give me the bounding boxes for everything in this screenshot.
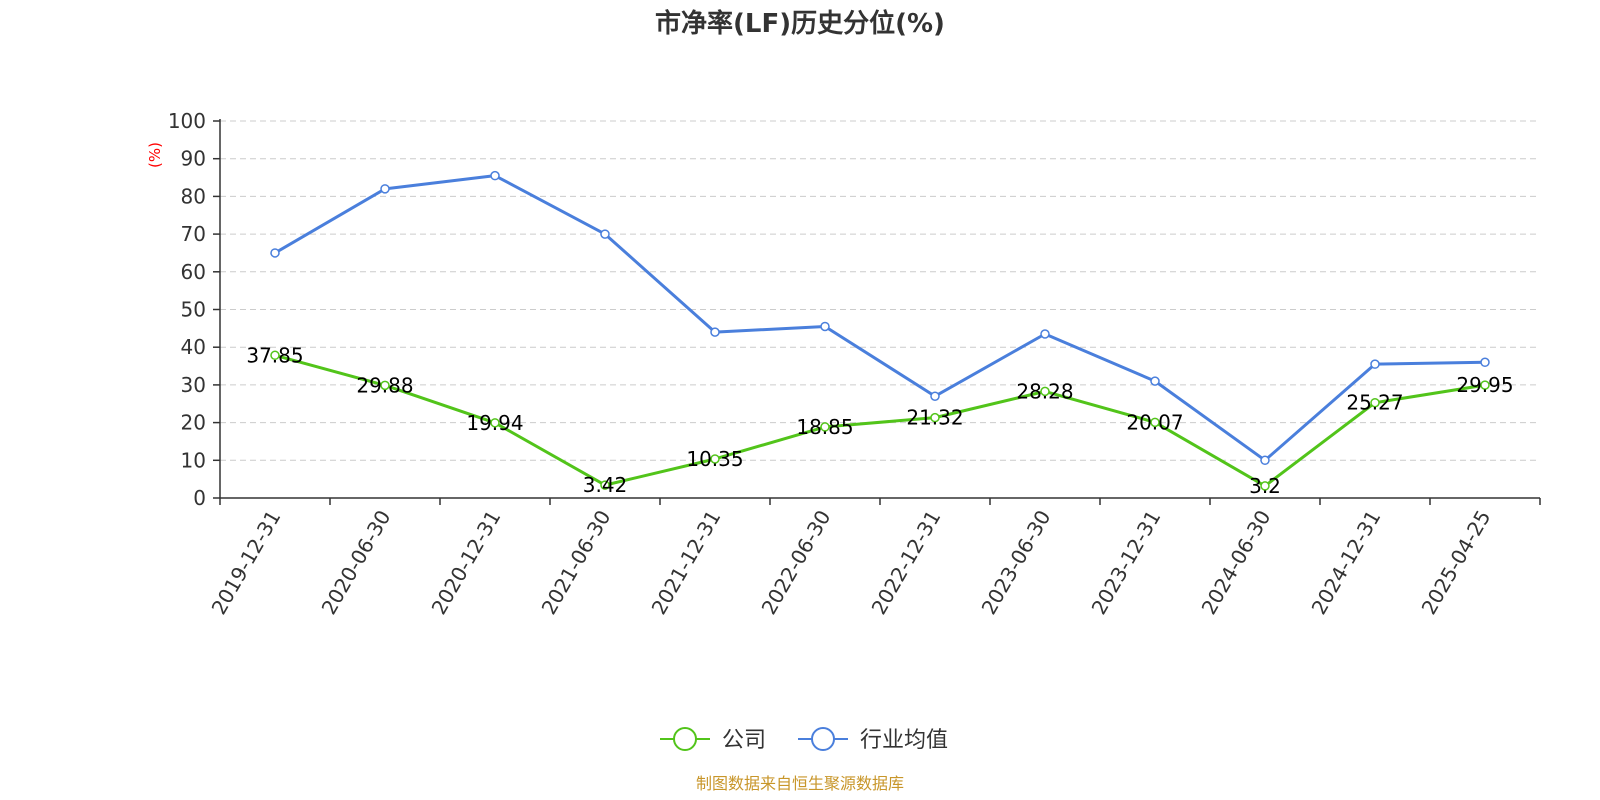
data-label: 18.85	[796, 415, 853, 439]
y-tick-label: 40	[181, 335, 206, 359]
data-label: 3.42	[583, 473, 628, 497]
data-label: 28.28	[1016, 379, 1073, 403]
legend-marker	[811, 727, 835, 751]
data-point[interactable]	[1260, 481, 1270, 491]
y-tick-label: 0	[193, 486, 206, 510]
data-point[interactable]	[380, 380, 390, 391]
y-tick-label: 20	[181, 411, 206, 435]
series-line	[274, 353, 1486, 488]
data-point[interactable]	[490, 418, 500, 428]
data-point[interactable]	[930, 412, 940, 423]
data-point[interactable]	[1150, 376, 1160, 386]
data-label: 25.27	[1346, 391, 1403, 415]
axes: 0 10 20 30 40 50 60 70 80 90 100 2019-12-31 2020-06-…	[168, 109, 1541, 619]
data-point[interactable]	[930, 391, 940, 401]
data-point[interactable]	[380, 184, 390, 194]
x-tick-label: 2020-12-31	[426, 506, 505, 619]
data-point[interactable]	[820, 321, 830, 332]
x-tick-label: 2022-12-31	[866, 506, 945, 619]
legend-marker	[673, 727, 697, 751]
legend-label: 公司	[722, 728, 766, 753]
x-tick-label: 2024-06-30	[1196, 506, 1275, 619]
data-point[interactable]	[1040, 329, 1050, 339]
data-point[interactable]	[1260, 455, 1270, 466]
data-label: 29.95	[1456, 373, 1513, 397]
x-tick-label: 2022-06-30	[756, 506, 835, 619]
data-label: 29.88	[356, 373, 413, 397]
data-label: 21.32	[906, 406, 963, 430]
data-labels: 37.85 29.88 19.94 3.42 10.35 18.85 21.32 28.28 2…	[246, 343, 1513, 498]
data-point[interactable]	[1040, 386, 1050, 397]
y-tick-label: 50	[181, 298, 206, 322]
chart-title: 市净率(LF)历史分位(%)	[655, 8, 945, 39]
data-label: 10.35	[686, 447, 743, 471]
x-tick-label: 2019-12-31	[206, 506, 285, 619]
grid-lines	[220, 120, 1540, 461]
y-tick-label: 60	[181, 260, 206, 284]
legend[interactable]: 公司 行业均值	[660, 727, 948, 753]
y-tick-label: 70	[181, 222, 206, 246]
y-axis-label: (%)	[146, 142, 164, 168]
data-point[interactable]	[1370, 359, 1380, 369]
y-tick-label: 10	[181, 448, 206, 472]
data-point[interactable]	[1370, 397, 1380, 408]
legend-item[interactable]: 公司	[660, 727, 766, 753]
x-tick-label: 2023-12-31	[1086, 506, 1165, 619]
data-label: 19.94	[466, 411, 523, 435]
legend-item[interactable]: 行业均值	[798, 727, 948, 753]
data-label: 37.85	[246, 343, 303, 367]
data-point[interactable]	[600, 229, 610, 239]
data-point[interactable]	[270, 248, 280, 258]
data-point[interactable]	[600, 480, 610, 490]
data-point[interactable]	[710, 327, 720, 337]
data-point[interactable]	[1480, 357, 1490, 368]
data-point[interactable]	[820, 422, 830, 432]
x-tick-label: 2023-06-30	[976, 506, 1055, 619]
data-point[interactable]	[490, 170, 500, 181]
y-tick-label: 100	[168, 109, 206, 133]
y-tick-label: 30	[181, 373, 206, 397]
data-point[interactable]	[270, 350, 280, 361]
x-tick-label: 2025-04-25	[1416, 506, 1495, 619]
x-tick-label: 2021-06-30	[536, 506, 615, 619]
data-point[interactable]	[1480, 380, 1490, 390]
series-line	[274, 174, 1486, 462]
data-point[interactable]	[1150, 417, 1160, 428]
legend-label: 行业均值	[860, 728, 948, 753]
x-tick-label: 2020-06-30	[316, 506, 395, 619]
x-tick-label: 2021-12-31	[646, 506, 725, 619]
y-tick-label: 80	[181, 184, 206, 208]
y-tick-label: 90	[181, 147, 206, 171]
series-layer	[270, 170, 1490, 491]
data-label: 3.2	[1249, 474, 1281, 498]
source-note: 制图数据来自恒生聚源数据库	[696, 774, 904, 793]
data-label: 20.07	[1126, 410, 1183, 434]
x-tick-label: 2024-12-31	[1306, 506, 1385, 619]
data-point[interactable]	[710, 454, 720, 464]
